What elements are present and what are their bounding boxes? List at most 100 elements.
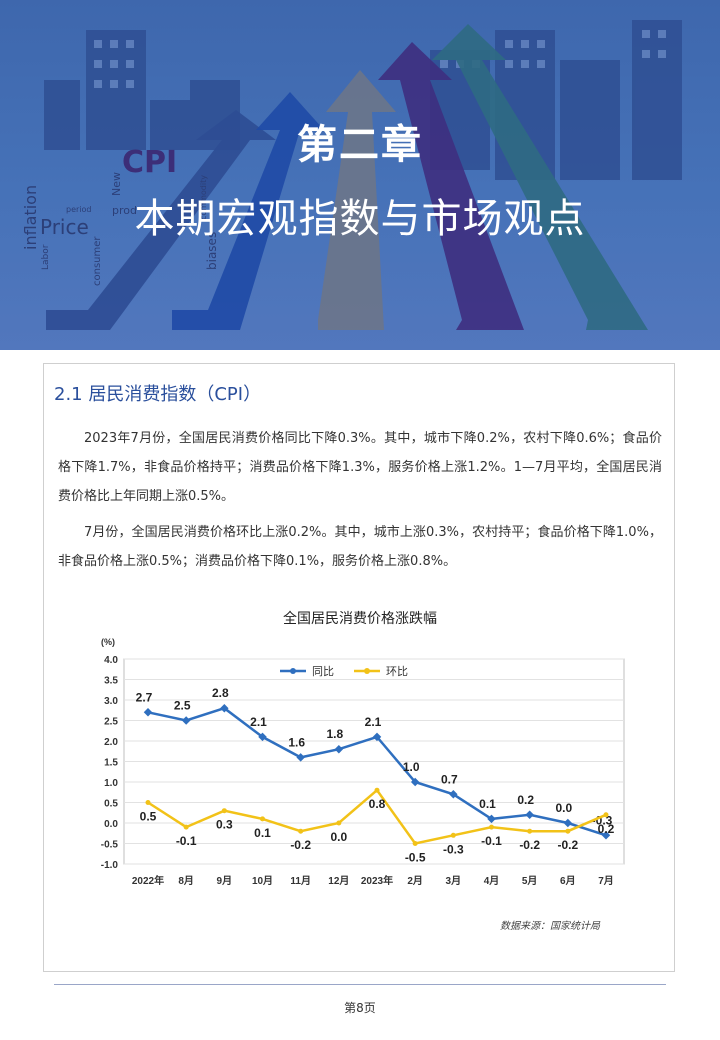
consumer-word: consumer xyxy=(92,236,103,286)
data-label-0: 2.7 xyxy=(136,690,153,704)
x-tick-label: 3月 xyxy=(446,875,462,887)
x-tick-label: 11月 xyxy=(290,875,311,887)
data-point-1 xyxy=(412,841,418,846)
data-label-0: 1.0 xyxy=(403,760,420,774)
price-word: Price xyxy=(40,215,89,239)
inflation-word: inflation xyxy=(21,185,40,250)
data-label-1: 0.8 xyxy=(369,797,386,811)
data-label-0: 2.1 xyxy=(365,715,382,729)
cpi-word: CPI xyxy=(122,145,177,180)
data-point-0 xyxy=(220,703,229,713)
data-label-0: 1.6 xyxy=(288,735,305,749)
data-label-1: -0.2 xyxy=(290,838,311,852)
data-point-1 xyxy=(260,816,265,822)
y-tick-label: 0.5 xyxy=(104,799,118,810)
data-point-1 xyxy=(145,800,151,805)
data-label-0: 2.5 xyxy=(174,699,191,713)
y-tick-label: 3.5 xyxy=(104,676,118,687)
data-label-1: -0.3 xyxy=(443,842,464,856)
biases-word: biases xyxy=(205,232,219,270)
data-label-1: 0.2 xyxy=(598,822,615,836)
data-point-0 xyxy=(410,777,420,787)
y-unit-label: (%) xyxy=(101,637,115,647)
data-label-0: 0.1 xyxy=(479,797,496,811)
chapter-number: 第二章 xyxy=(297,122,423,168)
x-tick-label: 9月 xyxy=(217,875,233,887)
commodity-word: commodity xyxy=(199,175,208,220)
x-tick-label: 12月 xyxy=(328,875,349,887)
content-card: 2.1 居民消费指数（CPI） 2023年7月份，全国居民消费价格同比下降0.3… xyxy=(43,363,675,972)
data-label-1: 0.3 xyxy=(216,818,233,832)
y-tick-label: 2.0 xyxy=(104,737,118,748)
data-point-0 xyxy=(525,810,534,820)
data-point-0 xyxy=(563,818,573,828)
y-tick-label: -0.5 xyxy=(101,840,119,851)
data-label-0: 1.8 xyxy=(326,727,343,741)
data-point-1 xyxy=(489,824,494,830)
data-point-1 xyxy=(298,828,304,834)
data-point-1 xyxy=(527,828,533,834)
x-tick-label: 2023年 xyxy=(361,874,393,887)
data-point-1 xyxy=(450,832,456,838)
data-point-0 xyxy=(181,716,191,725)
chapter-banner: CPI Price inflation consumer biases Labo… xyxy=(0,0,720,350)
data-label-1: -0.2 xyxy=(519,838,540,852)
x-tick-label: 6月 xyxy=(560,875,576,887)
y-tick-label: 4.0 xyxy=(104,655,118,666)
data-point-0 xyxy=(449,790,458,799)
data-point-1 xyxy=(374,787,380,793)
y-tick-label: 1.0 xyxy=(104,778,118,789)
x-tick-label: 2022年 xyxy=(132,874,164,887)
legend-marker-0 xyxy=(290,668,296,674)
section-title: 2.1 居民消费指数（CPI） xyxy=(54,384,262,405)
page-number: 第8页 xyxy=(344,1001,376,1015)
data-point-1 xyxy=(336,820,342,826)
data-label-1: 0.0 xyxy=(330,830,347,844)
legend-label-0: 同比 xyxy=(312,665,334,678)
banner-illustration: CPI Price inflation consumer biases Labo… xyxy=(21,20,682,330)
data-label-0: 0.0 xyxy=(555,801,572,815)
period-word: period xyxy=(66,205,91,214)
data-label-1: -0.2 xyxy=(557,838,578,852)
paragraph-mom: 7月份，全国居民消费价格环比上涨0.2%。其中，城市上涨0.3%，农村持平；食品… xyxy=(58,525,662,569)
data-label-1: -0.5 xyxy=(405,851,426,865)
footer-divider xyxy=(54,984,666,985)
x-tick-label: 8月 xyxy=(178,875,194,887)
y-tick-label: 3.0 xyxy=(104,696,118,707)
y-tick-label: 2.5 xyxy=(104,717,118,728)
data-point-0 xyxy=(334,744,344,754)
data-label-0: 2.8 xyxy=(212,686,229,700)
data-label-1: -0.1 xyxy=(481,834,502,848)
y-tick-label: -1.0 xyxy=(101,860,119,871)
x-tick-label: 7月 xyxy=(598,875,614,887)
x-tick-label: 10月 xyxy=(252,875,273,887)
data-point-1 xyxy=(221,808,227,814)
data-label-1: -0.1 xyxy=(176,834,197,848)
data-point-0 xyxy=(296,753,305,762)
data-point-1 xyxy=(183,824,189,830)
data-source: 数据来源：国家统计局 xyxy=(500,921,600,932)
y-tick-label: 1.5 xyxy=(104,758,118,769)
x-tick-label: 2月 xyxy=(407,875,423,887)
legend-label-1: 环比 xyxy=(386,665,408,678)
cpi-line-chart: 4.0 3.5 3.0 2.5 2.0 1.5 1.0 0.5 0.0 -0.5 -1.0 (%) 20… xyxy=(101,637,625,887)
data-point-0 xyxy=(143,708,153,717)
labor-word: Labor xyxy=(41,244,51,270)
x-tick-label: 5月 xyxy=(522,875,538,887)
data-label-0: 0.7 xyxy=(441,772,458,786)
new-word: New xyxy=(110,172,123,196)
data-point-0 xyxy=(487,814,496,824)
x-tick-label: 4月 xyxy=(484,875,500,887)
prod-word: prod xyxy=(112,204,137,217)
data-label-1: 0.1 xyxy=(254,826,271,840)
data-point-0 xyxy=(258,732,267,742)
data-label-1: 0.5 xyxy=(140,810,157,824)
paragraph-yoy: 2023年7月份，全国居民消费价格同比下降0.3%。其中，城市下降0.2%，农村… xyxy=(58,431,662,504)
y-tick-label: 0.0 xyxy=(104,819,118,830)
data-label-0: 2.1 xyxy=(250,715,267,729)
data-label-0: 0.2 xyxy=(517,793,534,807)
chapter-title: 本期宏观指数与市场观点 xyxy=(134,196,586,242)
data-point-1 xyxy=(565,828,571,834)
legend-marker-1 xyxy=(364,668,370,674)
data-point-0 xyxy=(372,732,382,742)
